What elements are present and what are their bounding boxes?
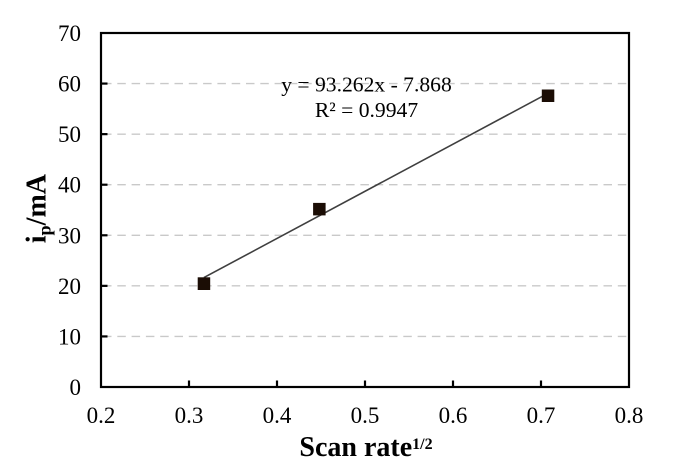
svg-text:40: 40: [58, 173, 81, 198]
svg-text:50: 50: [58, 122, 81, 147]
svg-text:0.7: 0.7: [527, 403, 556, 428]
svg-text:0.5: 0.5: [351, 403, 380, 428]
svg-text:60: 60: [58, 72, 81, 97]
svg-text:0: 0: [70, 375, 82, 400]
svg-text:70: 70: [58, 21, 81, 46]
svg-text:y = 93.262x - 7.868: y = 93.262x - 7.868: [281, 73, 452, 97]
svg-text:ip/mA: ip/mA: [22, 173, 55, 243]
svg-text:0.4: 0.4: [263, 403, 292, 428]
svg-text:0.3: 0.3: [175, 403, 204, 428]
svg-text:0.2: 0.2: [87, 403, 116, 428]
svg-text:0.8: 0.8: [615, 403, 644, 428]
svg-text:10: 10: [58, 324, 81, 349]
svg-text:20: 20: [58, 274, 81, 299]
svg-text:Scan rate1/2: Scan rate1/2: [299, 432, 432, 463]
svg-text:R² = 0.9947: R² = 0.9947: [315, 98, 418, 122]
svg-text:30: 30: [58, 223, 81, 248]
svg-text:0.6: 0.6: [439, 403, 468, 428]
